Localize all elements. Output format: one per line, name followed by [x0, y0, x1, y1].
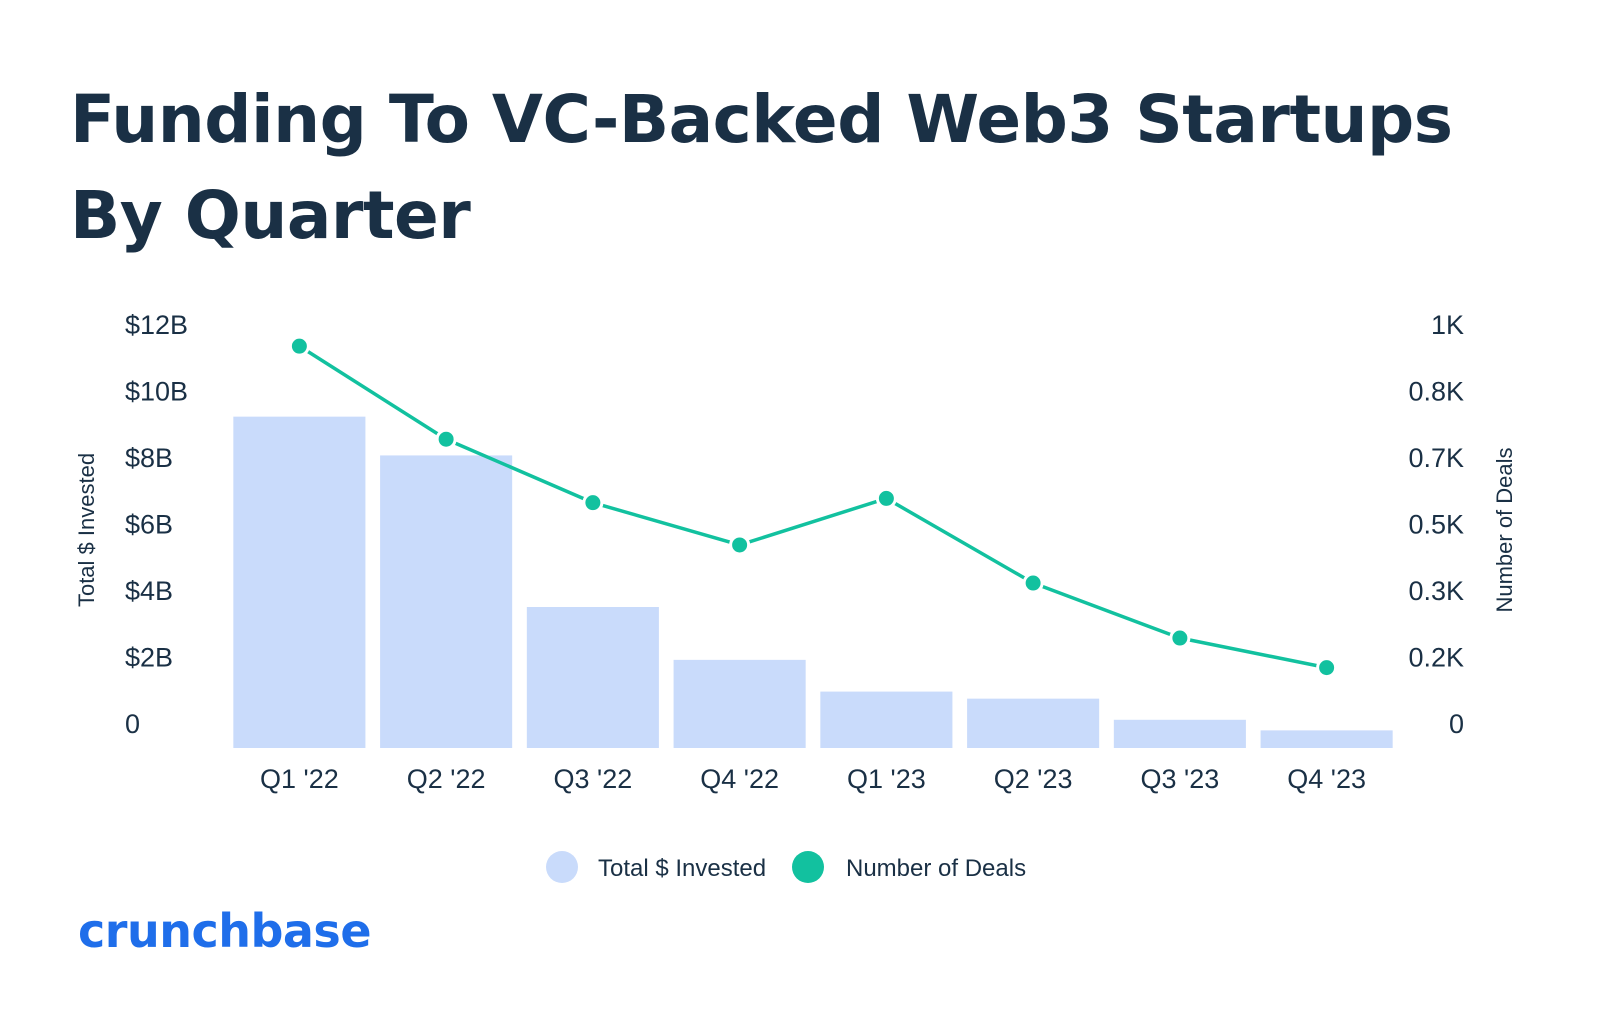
left-tick-label: $12B: [125, 310, 188, 340]
left-axis-label: Total $ Invested: [74, 453, 99, 607]
x-tick-label: Q3 '23: [1141, 764, 1220, 794]
x-tick-label: Q1 '23: [847, 764, 926, 794]
crunchbase-logo: crunchbase: [78, 904, 372, 958]
bar: [1113, 719, 1246, 748]
bar: [1260, 730, 1393, 748]
left-tick-label: $6B: [125, 510, 173, 540]
left-tick-label: $2B: [125, 643, 173, 673]
left-axis: 0 $2B $4B $6B $8B $10B $12B: [125, 310, 188, 739]
right-tick-label: 0.5K: [1408, 510, 1464, 540]
x-axis: Q1 '22 Q2 '22 Q3 '22 Q4 '22 Q1 '23 Q2 '23 Q3 '…: [260, 764, 1366, 794]
deal-point: [1169, 627, 1191, 649]
line-group: [288, 335, 1338, 679]
bar: [673, 659, 806, 748]
right-tick-label: 0.7K: [1408, 443, 1464, 473]
right-tick-label: 0: [1449, 709, 1464, 739]
right-tick-label: 1K: [1431, 310, 1464, 340]
left-tick-label: $4B: [125, 576, 173, 606]
x-tick-label: Q2 '23: [994, 764, 1073, 794]
legend-swatch-bar: [546, 851, 578, 883]
x-tick-label: Q2 '22: [407, 764, 486, 794]
right-tick-label: 0.2K: [1408, 643, 1464, 673]
chart-title: Funding To VC-Backed Web3 Startups By Qu…: [70, 81, 1453, 254]
left-tick-label: $8B: [125, 443, 173, 473]
x-tick-label: Q4 '23: [1287, 764, 1366, 794]
legend: Total $ Invested Number of Deals: [546, 851, 1026, 883]
deal-point: [875, 487, 897, 509]
right-axis: 0 0.2K 0.3K 0.5K 0.7K 0.8K 1K: [1408, 310, 1464, 739]
bar: [967, 698, 1100, 748]
bar: [233, 416, 366, 748]
deals-line: [298, 344, 1327, 670]
bar: [526, 607, 659, 748]
deal-point: [1022, 572, 1044, 594]
right-tick-label: 0.3K: [1408, 576, 1464, 606]
deal-point: [582, 492, 604, 514]
right-axis-label: Number of Deals: [1492, 447, 1517, 612]
legend-label-bar: Total $ Invested: [598, 855, 766, 882]
bars-group: [233, 416, 1393, 748]
deal-point: [435, 428, 457, 450]
bar: [820, 691, 953, 748]
deal-point: [288, 335, 310, 357]
deal-point: [1316, 657, 1338, 679]
deal-point: [729, 534, 751, 556]
right-tick-label: 0.8K: [1408, 377, 1464, 407]
x-tick-label: Q1 '22: [260, 764, 339, 794]
x-tick-label: Q3 '22: [554, 764, 633, 794]
x-tick-label: Q4 '22: [700, 764, 779, 794]
bar: [380, 455, 513, 748]
legend-label-line: Number of Deals: [846, 855, 1026, 882]
left-tick-label: $10B: [125, 377, 188, 407]
left-tick-label: 0: [125, 709, 140, 739]
legend-swatch-line: [792, 851, 824, 883]
